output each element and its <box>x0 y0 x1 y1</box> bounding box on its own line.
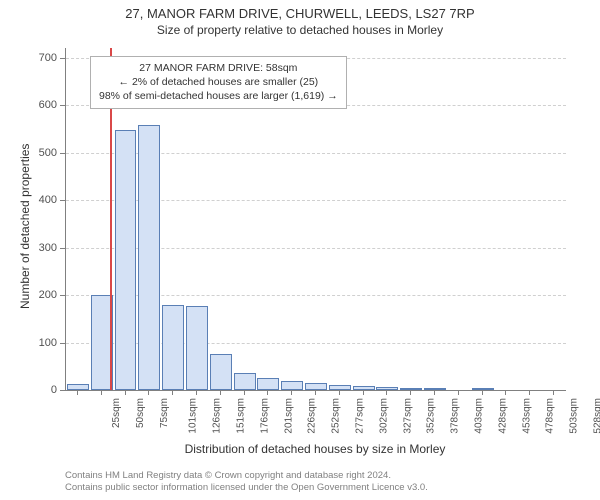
x-tick-mark <box>267 390 268 395</box>
x-tick-mark <box>386 390 387 395</box>
info-box: 27 MANOR FARM DRIVE: 58sqm ← 2% of detac… <box>90 56 347 109</box>
x-tick-label: 503sqm <box>569 398 580 434</box>
y-axis-label: Number of detached properties <box>18 144 32 309</box>
x-tick-label: 101sqm <box>188 398 199 434</box>
footer-attribution: Contains HM Land Registry data © Crown c… <box>65 470 428 495</box>
x-tick-label: 25sqm <box>111 398 122 428</box>
x-tick-mark <box>458 390 459 395</box>
histogram-bar <box>210 354 232 390</box>
y-tick-label: 600 <box>27 99 57 111</box>
histogram-bar <box>257 378 279 390</box>
info-box-line-2: ← 2% of detached houses are smaller (25) <box>99 75 338 89</box>
x-tick-mark <box>196 390 197 395</box>
x-tick-mark <box>553 390 554 395</box>
y-tick-label: 400 <box>27 194 57 206</box>
y-tick-label: 200 <box>27 289 57 301</box>
chart-title-sub: Size of property relative to detached ho… <box>0 21 600 37</box>
info-box-line-1: 27 MANOR FARM DRIVE: 58sqm <box>99 61 338 75</box>
x-tick-label: 453sqm <box>521 398 532 434</box>
x-tick-mark <box>291 390 292 395</box>
y-tick-label: 0 <box>27 384 57 396</box>
x-tick-mark <box>125 390 126 395</box>
y-tick-label: 700 <box>27 52 57 64</box>
x-tick-mark <box>101 390 102 395</box>
x-tick-mark <box>220 390 221 395</box>
x-tick-mark <box>505 390 506 395</box>
x-tick-mark <box>172 390 173 395</box>
histogram-bar <box>234 373 256 390</box>
histogram-bar <box>115 130 137 390</box>
x-tick-mark <box>77 390 78 395</box>
x-tick-label: 277sqm <box>355 398 366 434</box>
histogram-bar <box>138 125 160 390</box>
x-tick-mark <box>244 390 245 395</box>
x-tick-label: 352sqm <box>426 398 437 434</box>
x-tick-mark <box>434 390 435 395</box>
x-tick-mark <box>482 390 483 395</box>
x-tick-label: 176sqm <box>259 398 270 434</box>
x-tick-mark <box>339 390 340 395</box>
x-tick-label: 478sqm <box>545 398 556 434</box>
x-tick-label: 327sqm <box>402 398 413 434</box>
footer-line-2: Contains public sector information licen… <box>65 482 428 494</box>
info-box-line-3: 98% of semi-detached houses are larger (… <box>99 89 338 103</box>
histogram-bar <box>186 306 208 390</box>
x-tick-label: 428sqm <box>497 398 508 434</box>
x-tick-label: 126sqm <box>212 398 223 434</box>
histogram-bar <box>162 305 184 390</box>
footer-line-1: Contains HM Land Registry data © Crown c… <box>65 470 428 482</box>
x-tick-mark <box>410 390 411 395</box>
x-tick-label: 252sqm <box>331 398 342 434</box>
x-tick-label: 528sqm <box>593 398 600 434</box>
x-axis-label: Distribution of detached houses by size … <box>65 442 565 456</box>
x-tick-mark <box>363 390 364 395</box>
x-tick-mark <box>148 390 149 395</box>
y-tick-label: 500 <box>27 147 57 159</box>
chart-container: 27, MANOR FARM DRIVE, CHURWELL, LEEDS, L… <box>0 0 600 500</box>
x-tick-label: 75sqm <box>159 398 170 428</box>
x-tick-label: 302sqm <box>378 398 389 434</box>
x-tick-label: 151sqm <box>236 398 247 434</box>
x-tick-mark <box>315 390 316 395</box>
x-tick-label: 378sqm <box>450 398 461 434</box>
x-tick-label: 226sqm <box>307 398 318 434</box>
y-tick-label: 300 <box>27 242 57 254</box>
chart-title-main: 27, MANOR FARM DRIVE, CHURWELL, LEEDS, L… <box>0 0 600 21</box>
histogram-bar <box>305 383 327 390</box>
x-tick-mark <box>529 390 530 395</box>
x-tick-label: 50sqm <box>135 398 146 428</box>
y-tick-label: 100 <box>27 337 57 349</box>
histogram-bar <box>281 381 303 390</box>
x-tick-label: 403sqm <box>474 398 485 434</box>
x-tick-label: 201sqm <box>283 398 294 434</box>
